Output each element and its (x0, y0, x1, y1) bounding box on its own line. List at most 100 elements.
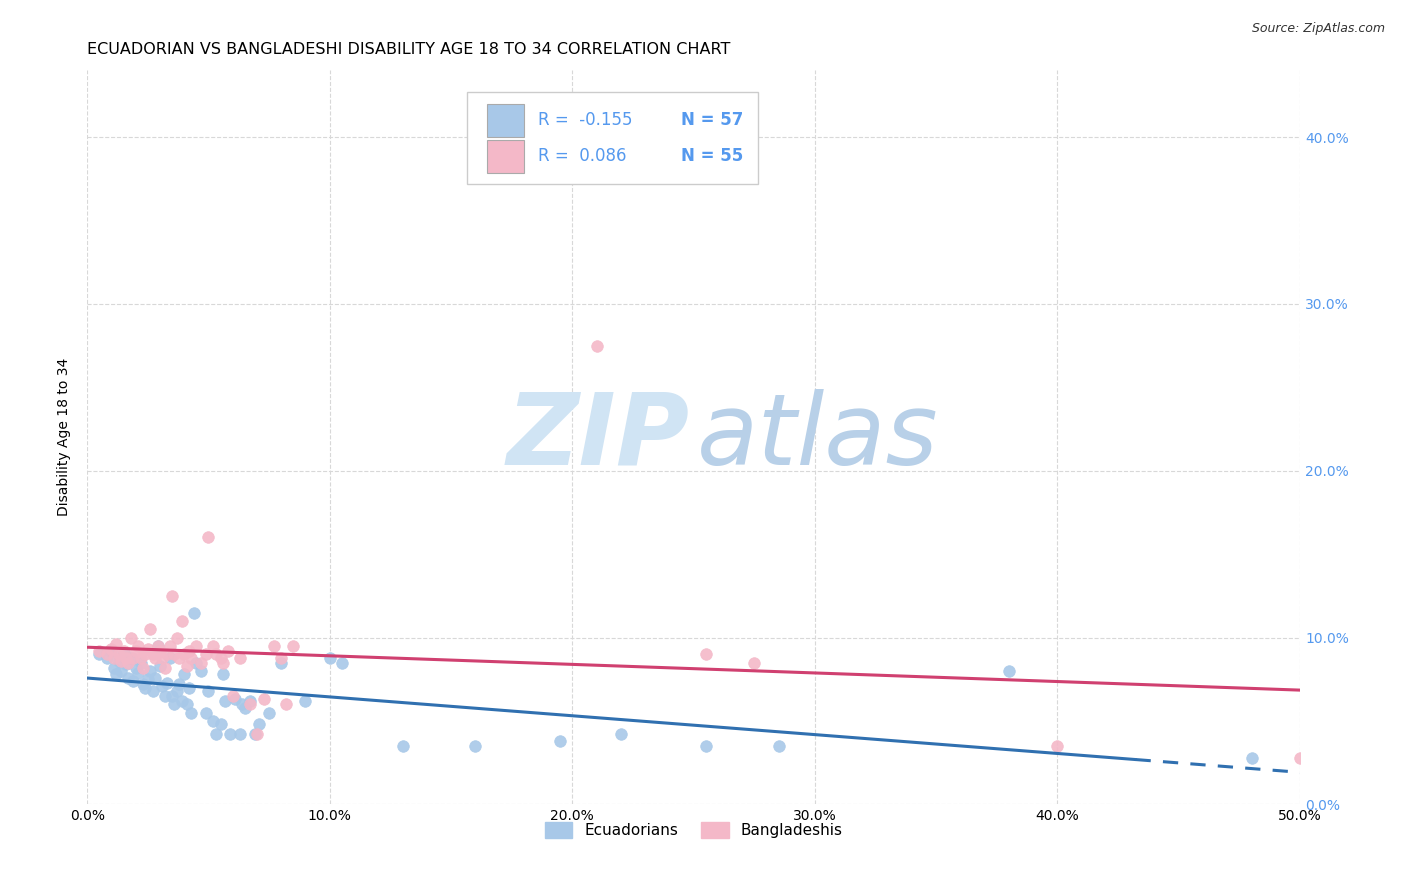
Point (231, 698, 253, 712)
Point (173, 647, 195, 661)
Point (212, 667, 235, 681)
Point (96, 647, 118, 661)
Point (110, 654, 132, 668)
Point (263, 639, 285, 653)
Point (107, 647, 129, 661)
Point (1046, 739, 1069, 753)
Text: ZIP: ZIP (508, 389, 690, 486)
Point (122, 650, 145, 665)
Point (246, 727, 269, 741)
Point (149, 644, 172, 658)
Point (209, 717, 232, 731)
Point (143, 671, 166, 685)
Point (229, 650, 252, 665)
Point (180, 706, 202, 720)
Point (176, 658, 198, 673)
Text: R =  0.086: R = 0.086 (538, 147, 627, 165)
Point (127, 665, 149, 680)
Point (768, 739, 790, 753)
Point (156, 675, 179, 690)
Point (274, 698, 297, 712)
Point (170, 614, 193, 628)
Point (163, 647, 186, 661)
Point (132, 677, 155, 691)
Point (142, 647, 165, 661)
Point (134, 647, 156, 661)
Point (177, 644, 200, 658)
Point (166, 631, 188, 645)
Point (100, 642, 122, 657)
Point (180, 650, 202, 665)
Point (127, 639, 149, 653)
Point (117, 656, 139, 670)
Point (129, 650, 152, 665)
Point (195, 647, 218, 661)
Point (146, 639, 169, 653)
Point (122, 673, 145, 688)
Point (257, 706, 280, 720)
Point (107, 654, 129, 668)
Point (330, 656, 353, 670)
Point (103, 650, 125, 665)
Legend: Ecuadorians, Bangladeshis: Ecuadorians, Bangladeshis (538, 816, 849, 845)
Point (177, 681, 200, 695)
Point (202, 714, 225, 728)
Point (209, 650, 232, 665)
Point (294, 694, 316, 708)
Text: atlas: atlas (697, 389, 939, 486)
Point (112, 644, 135, 658)
Point (170, 694, 193, 708)
Point (110, 664, 132, 678)
Point (169, 677, 191, 691)
Point (186, 639, 208, 653)
Point (1240, 750, 1263, 764)
Point (610, 727, 633, 741)
Point (160, 689, 183, 703)
Point (149, 658, 172, 673)
Point (212, 656, 235, 670)
Point (548, 734, 571, 748)
Point (146, 639, 169, 653)
Point (173, 667, 195, 681)
Point (202, 639, 225, 653)
Point (105, 667, 128, 681)
Point (105, 637, 128, 651)
Point (233, 700, 256, 714)
Point (253, 692, 276, 706)
Point (204, 727, 226, 741)
Point (176, 698, 198, 712)
Point (89, 644, 111, 658)
Text: ECUADORIAN VS BANGLADESHI DISABILITY AGE 18 TO 34 CORRELATION CHART: ECUADORIAN VS BANGLADESHI DISABILITY AGE… (87, 42, 731, 57)
Point (190, 664, 212, 678)
Point (115, 650, 138, 665)
Point (464, 739, 486, 753)
Point (159, 639, 181, 653)
Point (239, 694, 262, 708)
Point (139, 664, 162, 678)
Point (115, 657, 138, 672)
Point (89, 647, 111, 661)
Point (247, 717, 270, 731)
Point (214, 694, 236, 708)
Point (169, 650, 191, 665)
Point (219, 727, 242, 741)
Point (217, 644, 239, 658)
Point (103, 660, 125, 674)
Point (391, 739, 413, 753)
Bar (488, 103, 524, 136)
Point (159, 650, 181, 665)
Point (270, 650, 292, 665)
Text: Source: ZipAtlas.com: Source: ZipAtlas.com (1251, 22, 1385, 36)
Point (150, 650, 173, 665)
Point (204, 647, 226, 661)
Point (1289, 750, 1312, 764)
Point (156, 647, 179, 661)
Point (96, 650, 118, 665)
Point (224, 692, 246, 706)
Point (695, 739, 717, 753)
Point (124, 644, 146, 658)
Point (183, 606, 205, 620)
Point (197, 531, 219, 545)
FancyBboxPatch shape (467, 93, 758, 184)
Point (136, 642, 159, 657)
